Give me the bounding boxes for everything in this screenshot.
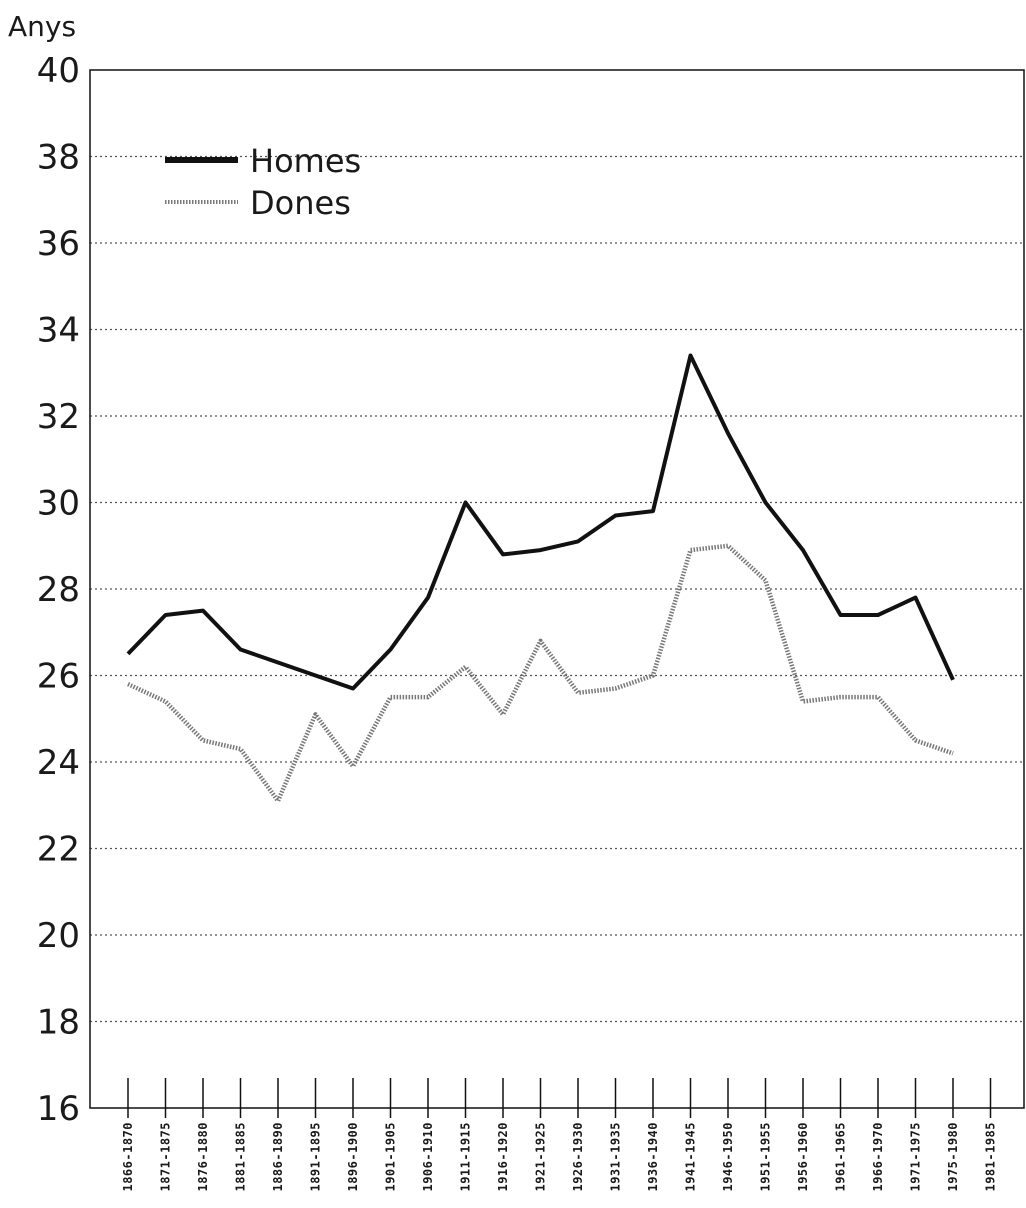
y-tick-labels: 16 18 20 22 24 26 28 30 32 34 36 38 40 [37,51,80,1129]
x-tick-label: 1876-1880 [196,1122,210,1192]
y-tick-label: 36 [37,224,80,264]
y-axis-label: Anys [8,10,76,43]
x-tick-label: 1981-1985 [984,1122,998,1192]
x-tick-label: 1926-1930 [571,1122,585,1192]
x-tick-label: 1916-1920 [496,1122,510,1192]
y-tick-label: 26 [37,657,80,697]
y-tick-label: 24 [37,743,80,783]
x-tick-label: 1906-1910 [421,1122,435,1192]
x-ticks: 1866-1870 1871-1875 1876-1880 1881-1885 1886… [121,1078,998,1192]
x-tick-label: 1971-1975 [909,1122,923,1192]
x-tick-label: 1871-1875 [159,1122,173,1192]
x-tick-label: 1891-1895 [309,1122,323,1192]
x-tick-label: 1975-1980 [946,1122,960,1192]
plot-frame [89,69,1025,1109]
x-tick-label: 1931-1935 [609,1122,623,1192]
y-tick-label: 40 [37,51,80,91]
y-tick-label: 30 [37,484,80,524]
x-tick-label: 1946-1950 [721,1122,735,1192]
x-tick-label: 1961-1965 [834,1122,848,1192]
x-tick-label: 1936-1940 [646,1122,660,1192]
y-tick-label: 34 [37,311,80,351]
x-tick-label: 1881-1885 [234,1122,248,1192]
series-line-dones [127,543,954,804]
y-tick-label: 28 [37,570,80,610]
x-tick-label: 1866-1870 [121,1122,135,1192]
legend-label-dones: Dones [250,184,351,222]
legend: Homes Dones [165,142,361,222]
series-lines [126,353,955,804]
x-tick-label: 1896-1900 [346,1122,360,1192]
y-tick-label: 38 [37,138,80,178]
x-tick-label: 1886-1890 [271,1122,285,1192]
gridlines [90,155,1024,1023]
x-tick-label: 1951-1955 [759,1122,773,1192]
y-tick-label: 20 [37,916,80,956]
x-tick-label: 1911-1915 [459,1122,473,1192]
y-tick-label: 32 [37,397,80,437]
x-tick-label: 1921-1925 [534,1122,548,1192]
legend-label-homes: Homes [250,142,361,180]
y-tick-label: 16 [37,1089,80,1129]
y-tick-label: 22 [37,830,80,870]
series-line-homes [126,353,955,691]
x-tick-label: 1966-1970 [871,1122,885,1192]
y-tick-label: 18 [37,1003,80,1043]
x-tick-label: 1956-1960 [796,1122,810,1192]
x-tick-label: 1941-1945 [684,1122,698,1192]
x-tick-label: 1901-1905 [384,1122,398,1192]
